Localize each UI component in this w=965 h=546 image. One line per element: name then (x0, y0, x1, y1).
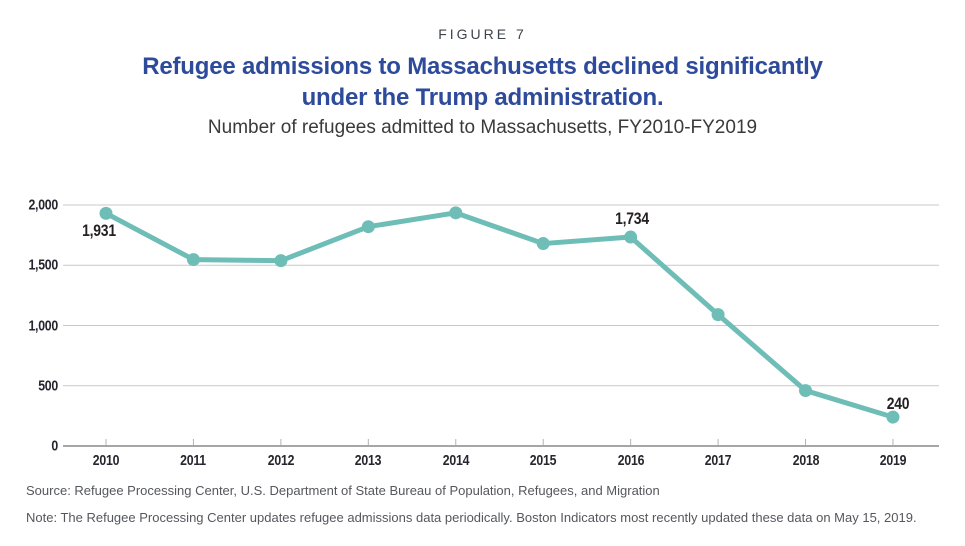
chart-title-line1: Refugee admissions to Massachusetts decl… (142, 53, 823, 80)
data-point-2013 (361, 220, 375, 234)
chart-title-line2: under the Trump administration. (301, 84, 664, 111)
data-point-2018 (799, 384, 813, 398)
data-point-2011 (186, 253, 200, 267)
chart-subtitle: Number of refugees admitted to Massachus… (207, 117, 758, 138)
note-text: Note: The Refugee Processing Center upda… (26, 510, 917, 525)
data-point-2017 (711, 308, 725, 322)
data-point-2010 (99, 206, 113, 220)
data-line (103, 210, 896, 420)
data-point-2012 (274, 254, 288, 268)
figure-number-label: FIGURE 7 (438, 26, 527, 42)
source-text: Source: Refugee Processing Center, U.S. … (26, 483, 660, 498)
data-point-2016 (624, 230, 638, 244)
data-point-2015 (536, 237, 550, 251)
data-point-2019 (886, 410, 900, 424)
chart-title: Refugee admissions to Massachusetts decl… (0, 51, 965, 113)
data-point-2014 (449, 206, 463, 220)
